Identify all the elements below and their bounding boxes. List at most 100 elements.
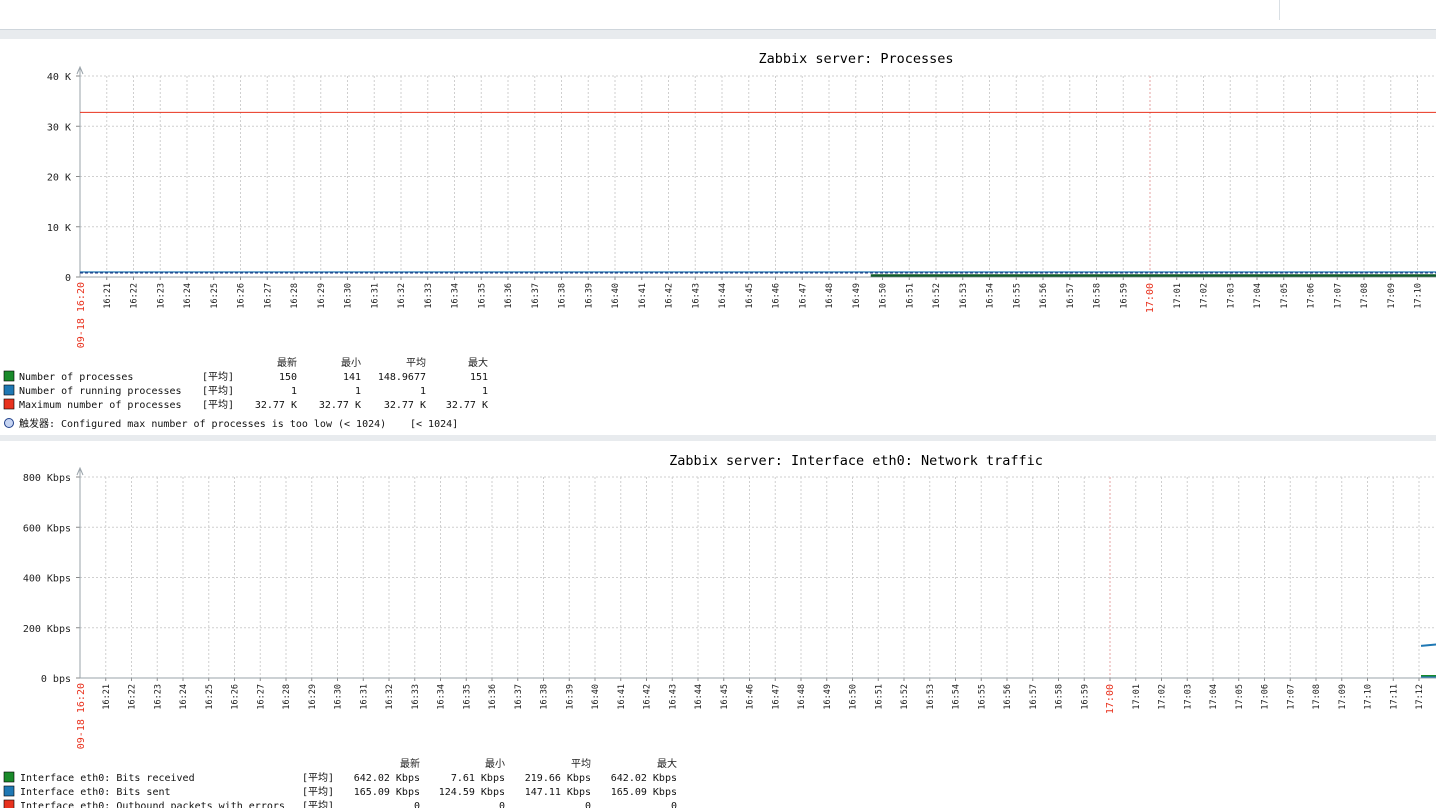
legend-swatch xyxy=(3,771,15,783)
x-tick-label: 16:50 xyxy=(879,283,889,309)
legend-header: 平均 xyxy=(571,758,591,770)
legend-header: 最新 xyxy=(277,356,297,369)
legend-swatch xyxy=(3,398,15,410)
x-tick-label: 16:23 xyxy=(156,283,166,309)
x-tick-label: 16:29 xyxy=(308,684,318,710)
legend-value-avg: 147.11 Kbps xyxy=(525,787,591,798)
x-tick-label: 16:21 xyxy=(103,283,113,309)
legend-function: [平均] xyxy=(302,772,334,784)
legend-value-min: 7.61 Kbps xyxy=(451,773,505,784)
x-start-label: 09-18 16:20 xyxy=(76,683,87,749)
x-tick-label: 17:01 xyxy=(1173,283,1183,309)
x-tick-label: 16:42 xyxy=(665,283,675,309)
x-tick-label: 16:54 xyxy=(986,283,996,309)
legend-value-min: 124.59 Kbps xyxy=(439,787,505,798)
y-tick-label: 20 K xyxy=(47,173,71,184)
x-tick-label: 17:10 xyxy=(1364,684,1374,710)
processes-chart-svg: Zabbix server: Processes 16:21 16:22 16:23 1… xyxy=(3,51,1436,430)
x-tick-label: 16:56 xyxy=(1039,283,1049,309)
y-tick-label: 600 Kbps xyxy=(23,523,71,534)
legend-value-avg: 148.9677 xyxy=(378,372,426,383)
x-tick-label: 16:30 xyxy=(334,684,344,710)
x-tick-label: 17:05 xyxy=(1235,684,1245,710)
legend-header: 最大 xyxy=(468,356,488,369)
legend-swatch xyxy=(3,384,15,396)
chart-title: Zabbix server: Interface eth0: Network t… xyxy=(669,453,1043,469)
x-tick-label: 16:25 xyxy=(210,283,220,309)
x-tick-label: 17:02 xyxy=(1158,684,1168,710)
legend-value-max: 32.77 K xyxy=(446,400,488,411)
legend-series-name: Interface eth0: Bits sent xyxy=(20,787,171,798)
legend-function: [平均] xyxy=(302,800,334,808)
x-tick-label: 16:38 xyxy=(558,283,568,309)
x-tick-label: 17:00 xyxy=(1105,684,1116,714)
x-tick-label: 17:05 xyxy=(1280,283,1290,309)
x-tick-label: 16:27 xyxy=(263,283,273,309)
legend-function: [平均] xyxy=(202,399,234,411)
series-line-bits-sent xyxy=(1420,643,1436,647)
legend-value-min: 32.77 K xyxy=(319,400,361,411)
x-tick-label: 16:50 xyxy=(849,684,859,710)
x-tick-label: 17:12 xyxy=(1415,684,1425,710)
legend-value-last: 165.09 Kbps xyxy=(354,787,420,798)
legend-swatch xyxy=(3,370,15,382)
x-tick-label: 16:59 xyxy=(1119,283,1129,309)
y-tick-label: 400 Kbps xyxy=(23,574,71,585)
legend-value-min: 0 xyxy=(499,801,505,808)
x-tick-label: 17:11 xyxy=(1389,684,1399,710)
x-tick-label: 16:31 xyxy=(370,283,380,309)
legend-value-avg: 0 xyxy=(585,801,591,808)
legend-function: [平均] xyxy=(202,385,234,397)
x-tick-label: 16:46 xyxy=(746,684,756,710)
x-tick-label: 16:56 xyxy=(1003,684,1013,710)
x-tick-label: 16:39 xyxy=(584,283,594,309)
x-tick-label: 16:21 xyxy=(102,684,112,710)
x-tick-label: 16:24 xyxy=(179,684,189,710)
x-tick-label: 16:44 xyxy=(718,283,728,309)
y-axis-arrow xyxy=(76,65,84,75)
legend-value-last: 0 xyxy=(414,801,420,808)
legend-header: 最大 xyxy=(657,757,677,770)
x-tick-label: 17:09 xyxy=(1338,684,1348,710)
x-tick-label: 16:34 xyxy=(451,283,461,309)
x-tick-label: 16:47 xyxy=(798,283,808,309)
x-tick-label: 17:02 xyxy=(1200,283,1210,309)
legend-series-name: Number of running processes xyxy=(19,386,182,397)
x-tick-label: 16:24 xyxy=(183,283,193,309)
x-tick-label: 16:40 xyxy=(591,684,601,710)
legend-header: 最小 xyxy=(485,758,505,770)
legend-function: [平均] xyxy=(302,786,334,798)
x-tick-label: 16:32 xyxy=(397,283,407,309)
chart-title: Zabbix server: Processes xyxy=(758,51,953,67)
y-tick-label: 200 Kbps xyxy=(23,624,71,635)
x-tick-label: 17:03 xyxy=(1226,283,1236,309)
legend-header: 最新 xyxy=(400,757,420,770)
x-tick-label: 16:55 xyxy=(1012,283,1022,309)
x-tick-label: 16:53 xyxy=(959,283,969,309)
x-tick-label: 16:44 xyxy=(694,684,704,710)
processes-graph[interactable]: Zabbix server: Processes 16:21 16:22 16:23 1… xyxy=(0,39,1436,435)
x-tick-label: 16:29 xyxy=(317,283,327,309)
x-tick-label: 17:03 xyxy=(1183,684,1193,710)
x-tick-label: 16:26 xyxy=(231,684,241,710)
y-tick-label: 30 K xyxy=(47,122,71,133)
y-tick-label: 0 xyxy=(65,273,71,284)
trigger-legend-marker xyxy=(4,418,14,428)
x-tick-label: 16:41 xyxy=(617,684,627,710)
x-tick-label: 16:27 xyxy=(256,684,266,710)
x-tick-label: 16:53 xyxy=(926,684,936,710)
x-tick-label: 17:09 xyxy=(1387,283,1397,309)
x-tick-label: 16:46 xyxy=(772,283,782,309)
section-divider xyxy=(0,30,1436,39)
legend-function: [平均] xyxy=(202,371,234,383)
x-tick-label: 16:48 xyxy=(797,684,807,710)
x-tick-label: 16:31 xyxy=(359,684,369,710)
x-tick-label: 16:37 xyxy=(514,684,524,710)
x-tick-label: 16:47 xyxy=(771,684,781,710)
top-bar xyxy=(0,0,1436,30)
x-tick-label: 16:35 xyxy=(477,283,487,309)
network-traffic-graph[interactable]: Zabbix server: Interface eth0: Network t… xyxy=(0,441,1436,808)
x-tick-label: 16:48 xyxy=(825,283,835,309)
x-tick-label: 16:33 xyxy=(411,684,421,710)
x-tick-label: 16:57 xyxy=(1066,283,1076,309)
